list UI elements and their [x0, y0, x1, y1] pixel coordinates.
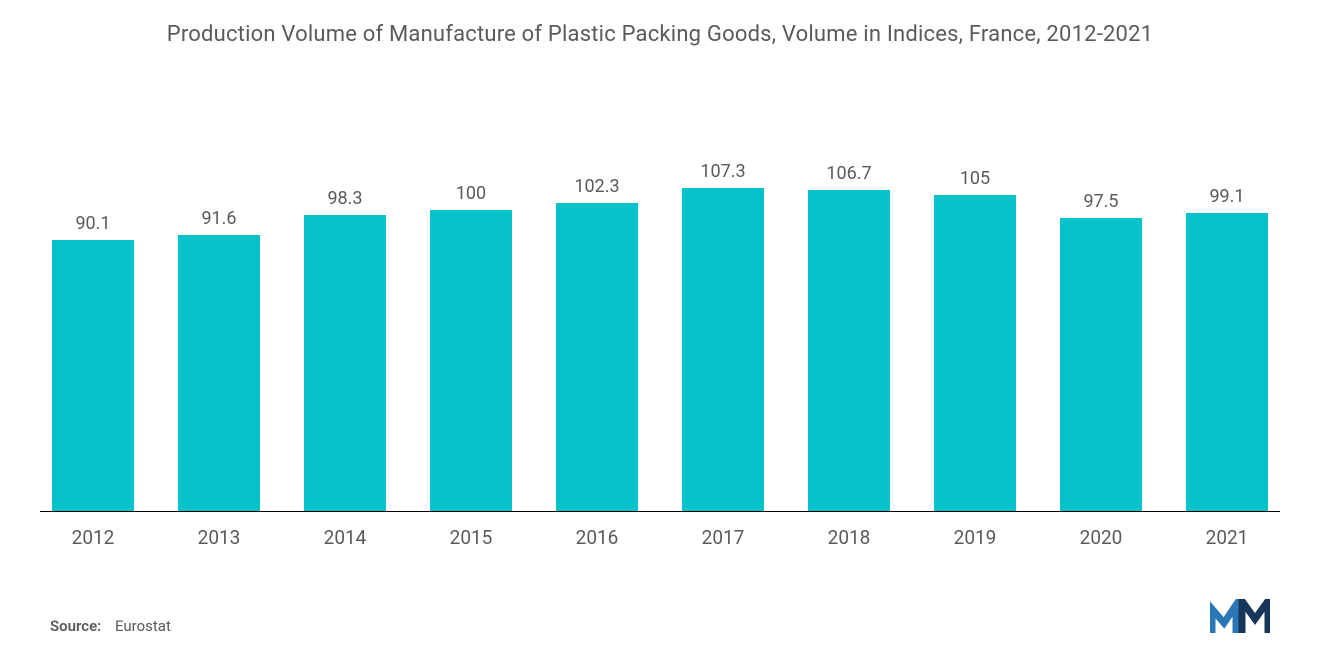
- x-axis-tick: 2019: [932, 526, 1018, 549]
- x-axis-tick: 2013: [176, 526, 262, 549]
- bar: [1060, 218, 1142, 511]
- bar: [682, 188, 764, 511]
- bar: [52, 240, 134, 511]
- logo-icon: [1210, 599, 1270, 635]
- source-citation: Source: Eurostat: [50, 617, 171, 635]
- bar-value-label: 99.1: [1209, 186, 1244, 207]
- bar-column: 97.5: [1058, 120, 1144, 511]
- x-axis-tick: 2017: [680, 526, 766, 549]
- bar-value-label: 100: [456, 183, 486, 204]
- bar-plot-area: 90.1 91.6 98.3 100 102.3 107.3 106.7 105 97.5 99.…: [40, 120, 1280, 512]
- mordor-logo: [1210, 599, 1270, 635]
- bar-value-label: 90.1: [75, 213, 110, 234]
- bar: [178, 235, 260, 511]
- x-axis-tick: 2018: [806, 526, 892, 549]
- bar-value-label: 106.7: [826, 163, 871, 184]
- x-axis: 2012 2013 2014 2015 2016 2017 2018 2019 2020 2021: [40, 512, 1280, 549]
- x-axis-tick: 2020: [1058, 526, 1144, 549]
- bar-value-label: 91.6: [201, 208, 236, 229]
- chart-title: Production Volume of Manufacture of Plas…: [167, 20, 1153, 50]
- bar-column: 105: [932, 120, 1018, 511]
- bar-value-label: 102.3: [574, 176, 619, 197]
- bar-column: 102.3: [554, 120, 640, 511]
- bar: [556, 203, 638, 511]
- x-axis-tick: 2021: [1184, 526, 1270, 549]
- bar: [304, 215, 386, 511]
- bar-value-label: 105: [960, 168, 990, 189]
- x-axis-tick: 2016: [554, 526, 640, 549]
- chart-container: Production Volume of Manufacture of Plas…: [0, 0, 1320, 665]
- bar: [808, 190, 890, 511]
- source-label: Source:: [50, 617, 101, 635]
- chart-footer: Source: Eurostat: [40, 599, 1280, 635]
- bar-column: 107.3: [680, 120, 766, 511]
- bar-value-label: 97.5: [1083, 191, 1118, 212]
- bar: [1186, 213, 1268, 511]
- bar-column: 99.1: [1184, 120, 1270, 511]
- x-axis-tick: 2012: [50, 526, 136, 549]
- x-axis-tick: 2015: [428, 526, 514, 549]
- bar-column: 98.3: [302, 120, 388, 511]
- bar: [934, 195, 1016, 511]
- bar-value-label: 98.3: [327, 188, 362, 209]
- source-value: Eurostat: [115, 617, 171, 635]
- x-axis-tick: 2014: [302, 526, 388, 549]
- bar-column: 106.7: [806, 120, 892, 511]
- bar: [430, 210, 512, 511]
- bar-column: 91.6: [176, 120, 262, 511]
- bar-value-label: 107.3: [700, 161, 745, 182]
- bar-column: 100: [428, 120, 514, 511]
- bar-column: 90.1: [50, 120, 136, 511]
